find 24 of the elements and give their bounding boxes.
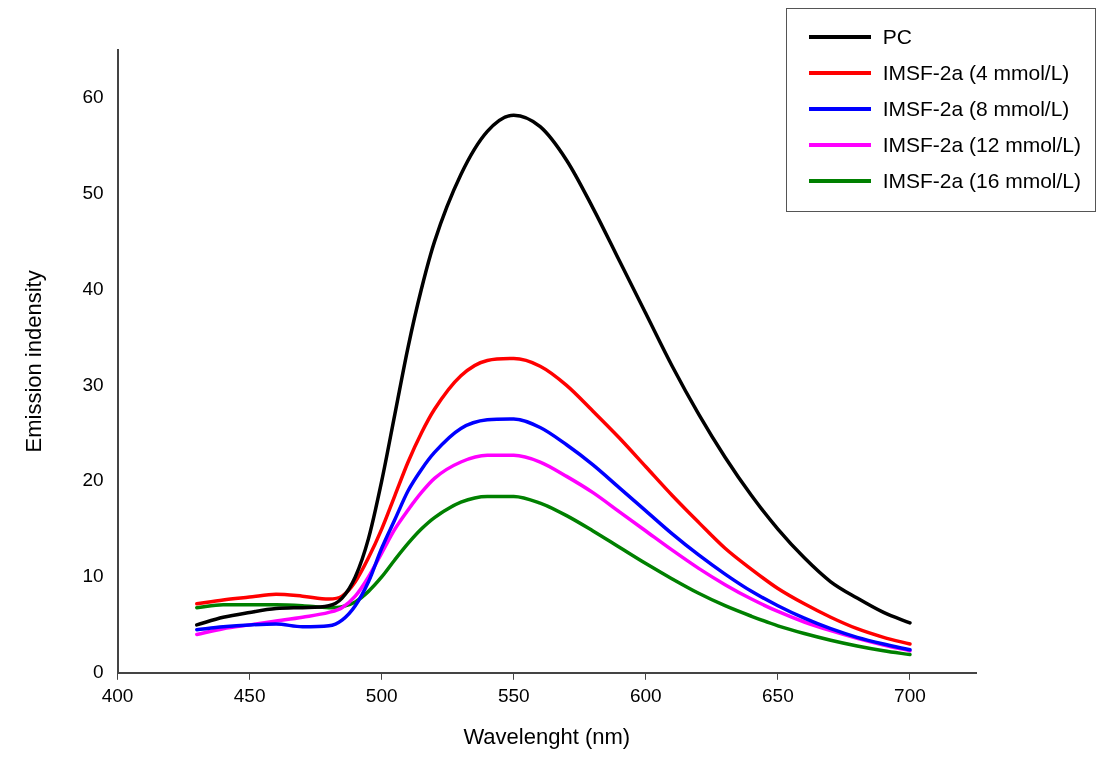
- y-tick-label: 20: [82, 469, 104, 491]
- x-tick-label: 600: [629, 685, 662, 707]
- y-axis-title: Emission indensity: [21, 270, 47, 453]
- legend-label: IMSF-2a (12 mmol/L): [882, 133, 1081, 157]
- y-tick-label: 0: [92, 661, 104, 683]
- legend-label: PC: [882, 25, 912, 49]
- legend-label: IMSF-2a (4 mmol/L): [882, 61, 1070, 85]
- legend-label: IMSF-2a (16 mmol/L): [882, 169, 1081, 193]
- y-tick-label: 40: [82, 277, 104, 299]
- line-series: [195, 417, 912, 652]
- x-tick-label: 500: [365, 685, 398, 707]
- y-tick-label: 30: [82, 373, 104, 395]
- x-tick-label: 650: [762, 685, 794, 707]
- line-series: [195, 494, 912, 657]
- x-axis-title: Wavelenght (nm): [463, 723, 631, 749]
- y-tick-label: 10: [82, 565, 104, 587]
- x-tick-label: 400: [101, 685, 134, 707]
- x-tick-label: 700: [894, 685, 926, 707]
- x-tick-label: 550: [497, 685, 530, 707]
- y-tick-label: 60: [82, 86, 104, 108]
- legend-label: IMSF-2a (8 mmol/L): [882, 97, 1070, 121]
- line-series: [195, 356, 912, 646]
- x-tick-label: 450: [233, 685, 266, 707]
- y-tick-label: 50: [82, 181, 104, 203]
